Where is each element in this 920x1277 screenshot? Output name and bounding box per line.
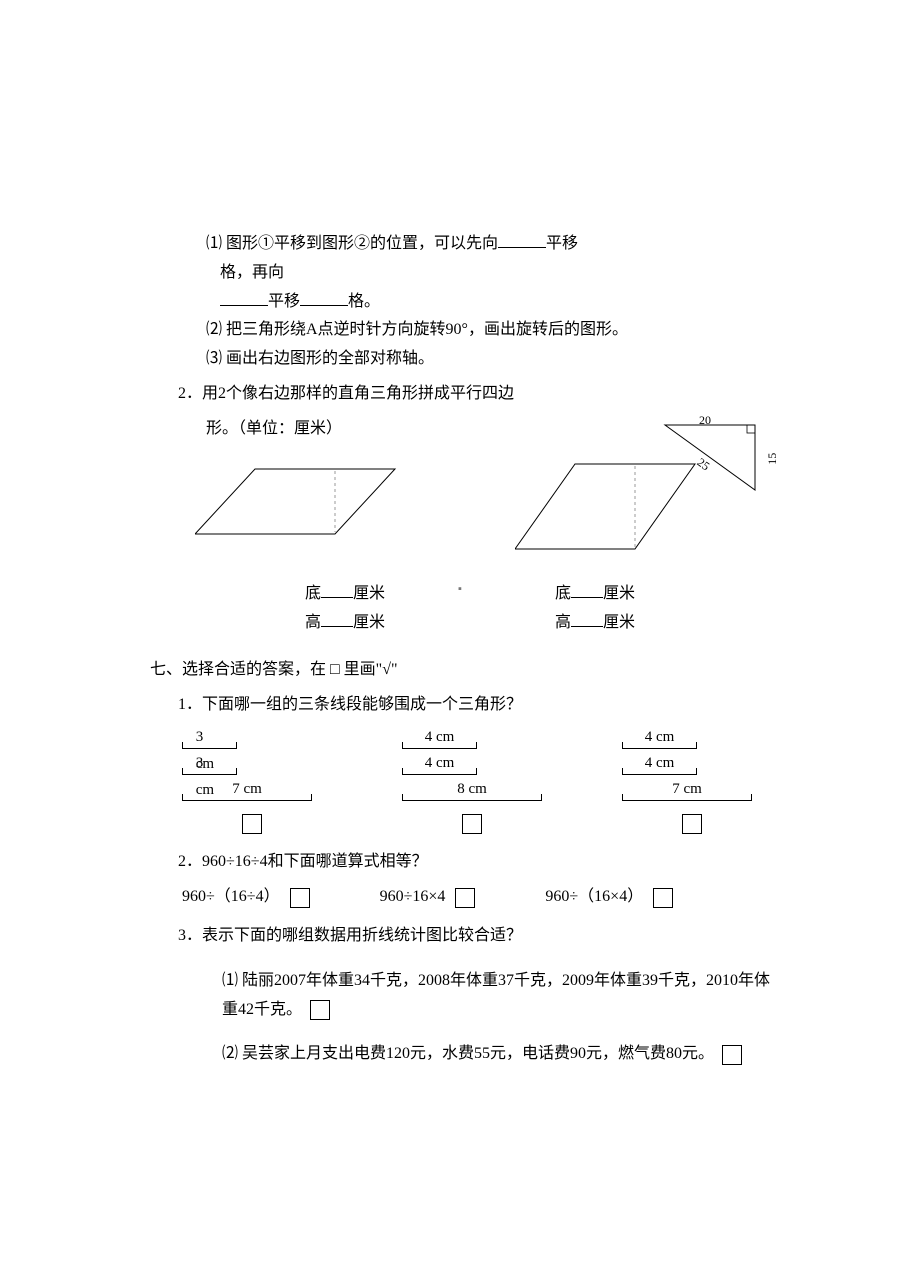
seg-label: 4 cm [645, 750, 675, 777]
base-label: 底 [305, 585, 321, 602]
unit-label: 厘米 [603, 614, 635, 631]
center-dot-icon: ▪ [458, 580, 462, 600]
opt-b: 960÷16×4 [380, 883, 446, 912]
seg-col-c: 4 cm 4 cm 7 cm [622, 726, 762, 804]
height-label: 高 [305, 614, 321, 631]
base-label: 底 [555, 585, 571, 602]
q1-1-text-a: ⑴ 图形①平移到图形②的位置，可以先向 [206, 235, 498, 252]
seg-col-b: 4 cm 4 cm 8 cm [402, 726, 542, 804]
checkbox[interactable] [290, 888, 310, 908]
q1-1-text-b: 平移 [546, 235, 578, 252]
right-triangle-figure: 20 15 25 [655, 420, 775, 500]
q1-1-text-c: 格，再向 [220, 264, 284, 281]
tri-top-label: 20 [699, 410, 711, 432]
blank[interactable] [571, 581, 603, 598]
blank[interactable] [571, 610, 603, 627]
seg-label: 4 cm [425, 750, 455, 777]
s7-q2-stem: 2．960÷16÷4和下面哪道算式相等？ [150, 848, 770, 877]
checkbox[interactable] [455, 888, 475, 908]
s7-q3-opt1: ⑴ 陆丽2007年体重34千克，2008年体重37千克，2009年体重39千克，… [150, 967, 770, 1025]
seg-label: 4 cm [425, 724, 455, 751]
seg-label: 4 cm [645, 724, 675, 751]
unit-label: 厘米 [353, 585, 385, 602]
tri-right-label: 15 [762, 453, 784, 465]
blank[interactable] [220, 289, 268, 306]
opt2-text: ⑵ 吴芸家上月支出电费120元，水费55元，电话费90元，燃气费80元。 [222, 1045, 714, 1062]
s7-q1-segments: 3 cm 3 cm 7 cm 4 cm 4 cm 8 cm 4 cm 4 cm … [150, 726, 770, 804]
q1-1-text-d: 平移 [268, 293, 300, 310]
q1-1-line1: ⑴ 图形①平移到图形②的位置，可以先向 平移 [150, 230, 770, 259]
s7-q1-checks [150, 810, 770, 839]
height-label: 高 [555, 614, 571, 631]
blank[interactable] [498, 231, 546, 248]
q1-2: ⑵ 把三角形绕A点逆时针方向旋转90°，画出旋转后的图形。 [150, 316, 770, 345]
s7-q2-options: 960÷（16÷4） 960÷16×4 960÷（16×4） [150, 883, 770, 912]
checkbox[interactable] [242, 814, 262, 834]
seg-label: 7 cm [672, 776, 702, 803]
q1-1-line2: 格，再向 [150, 259, 770, 288]
parallelogram-1 [175, 454, 435, 575]
q2-line1: 2．用2个像右边那样的直角三角形拼成平行四边 [150, 380, 770, 409]
blank[interactable] [321, 581, 353, 598]
blank[interactable] [321, 610, 353, 627]
s7-q3-stem: 3．表示下面的哪组数据用折线统计图比较合适？ [150, 922, 770, 951]
q1-1-text-e: 格。 [348, 293, 380, 310]
q1-3: ⑶ 画出右边图形的全部对称轴。 [150, 345, 770, 374]
checkbox[interactable] [682, 814, 702, 834]
blank[interactable] [300, 289, 348, 306]
opt1-text: ⑴ 陆丽2007年体重34千克，2008年体重37千克，2009年体重39千克，… [222, 972, 770, 1018]
s7-q1-stem: 1．下面哪一组的三条线段能够围成一个三角形？ [150, 691, 770, 720]
unit-label: 厘米 [603, 585, 635, 602]
q1-1-line3: 平移 格。 [150, 288, 770, 317]
seg-col-a: 3 cm 3 cm 7 cm [182, 726, 322, 804]
seg-label: 7 cm [232, 776, 262, 803]
seg-label: 8 cm [457, 776, 487, 803]
opt-a: 960÷（16÷4） [182, 883, 280, 912]
checkbox[interactable] [310, 1000, 330, 1020]
checkbox[interactable] [462, 814, 482, 834]
unit-label: 厘米 [353, 614, 385, 631]
opt-c: 960÷（16×4） [545, 883, 643, 912]
checkbox[interactable] [722, 1045, 742, 1065]
s7-q3-opt2: ⑵ 吴芸家上月支出电费120元，水费55元，电话费90元，燃气费80元。 [150, 1040, 770, 1069]
checkbox[interactable] [653, 888, 673, 908]
section-7-title: 七、选择合适的答案，在 □ 里画"√" [150, 656, 770, 685]
